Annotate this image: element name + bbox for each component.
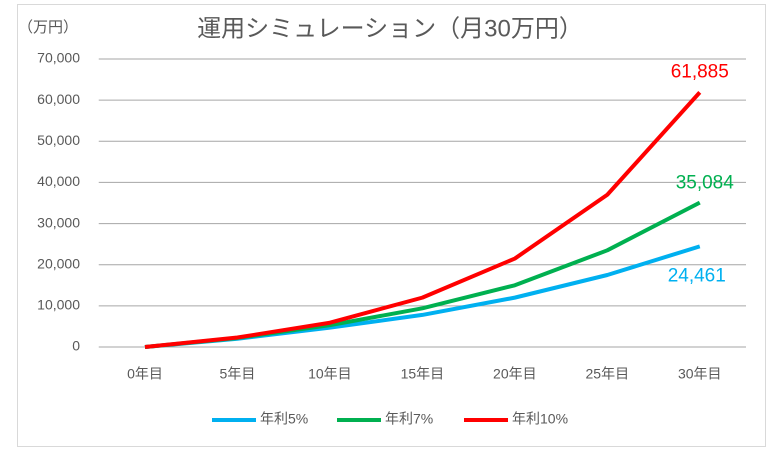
x-tick-label: 25年目 xyxy=(586,366,630,382)
y-tick-label: 30,000 xyxy=(37,214,80,230)
x-tick-label: 5年目 xyxy=(220,366,256,382)
y-tick-label: 60,000 xyxy=(37,91,80,107)
y-tick-label: 20,000 xyxy=(37,255,80,271)
x-tick-label: 30年目 xyxy=(678,366,722,382)
legend-label: 年利7% xyxy=(385,411,433,427)
legend-label: 年利10% xyxy=(512,411,568,427)
x-tick-label: 10年目 xyxy=(308,366,352,382)
x-tick-label: 20年目 xyxy=(493,366,537,382)
data-label: 24,461 xyxy=(668,265,726,286)
y-tick-label: 0 xyxy=(72,338,80,354)
y-tick-label: 10,000 xyxy=(37,297,80,313)
x-tick-label: 15年目 xyxy=(401,366,445,382)
y-tick-label: 40,000 xyxy=(37,173,80,189)
x-tick-label: 0年目 xyxy=(127,366,163,382)
y-tick-label: 70,000 xyxy=(37,50,80,66)
chart-title: 運用シミュレーション（月30万円） xyxy=(197,15,583,42)
series-line xyxy=(144,91,702,349)
data-label: 35,084 xyxy=(676,173,735,194)
chart-border xyxy=(17,4,766,447)
y-tick-label: 50,000 xyxy=(37,132,80,148)
y-axis-label: （万円） xyxy=(18,19,78,36)
legend-label: 年利5% xyxy=(260,411,308,427)
data-label: 61,885 xyxy=(671,61,729,82)
